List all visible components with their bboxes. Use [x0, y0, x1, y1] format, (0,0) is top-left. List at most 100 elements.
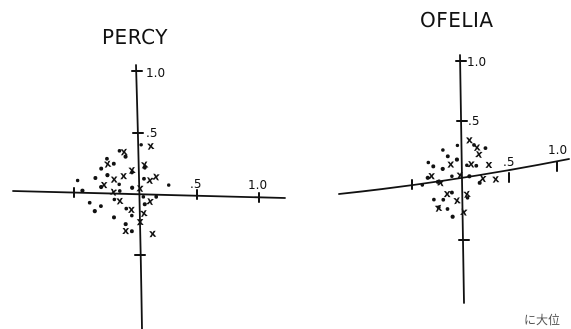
ofelia-x-tick-label-1-0: 1.0 — [548, 143, 567, 157]
percy-dot-point-25 — [129, 229, 134, 234]
percy-dot-point-29 — [139, 143, 143, 147]
ofelia-y-tick-label-0-5: .5 — [468, 114, 479, 128]
percy-x-point-3: x — [128, 163, 137, 177]
ofelia-x-point-8: x — [452, 193, 461, 207]
ofelia-dot-point-10 — [441, 197, 446, 202]
ofelia-dot-point-7 — [454, 157, 459, 162]
percy-dot-point-23 — [105, 156, 109, 161]
ofelia-dot-point-19 — [477, 180, 482, 185]
percy-dot-point-1 — [80, 188, 85, 193]
ofelia-dot-point-16 — [445, 207, 450, 211]
ofelia-x-tick-label-0-5: .5 — [503, 155, 514, 169]
ofelia-dot-point-20 — [441, 148, 445, 152]
ofelia-x-point-12: x — [475, 147, 484, 161]
ofelia-y-axis — [459, 54, 465, 304]
ofelia-x-axis — [338, 158, 570, 195]
percy-x-point-14: x — [136, 215, 144, 228]
ofelia-dot-point-15 — [436, 205, 441, 210]
ofelia-dot-point-4 — [440, 166, 445, 172]
percy-dot-point-27 — [92, 209, 97, 214]
percy-dot-point-8 — [130, 170, 134, 175]
ofelia-dot-point-23 — [483, 146, 488, 151]
percy-dot-point-9 — [142, 165, 147, 170]
ofelia-dot-point-22 — [474, 163, 479, 168]
ofelia-dot-point-2 — [431, 164, 436, 169]
percy-dot-point-21 — [130, 185, 135, 190]
ofelia-x-point-15: x — [459, 205, 468, 219]
percy-dot-point-5 — [111, 161, 116, 166]
percy-x-point-1: x — [109, 185, 118, 199]
percy-dot-point-20 — [118, 189, 122, 193]
ofelia-dot-point-5 — [445, 154, 450, 159]
percy-x-point-11: x — [140, 157, 149, 171]
percy-dot-point-12 — [112, 197, 117, 202]
percy-dot-point-18 — [99, 184, 104, 190]
percy-x-point-10: x — [120, 145, 128, 159]
ofelia-dot-point-18 — [467, 174, 472, 179]
percy-dot-point-11 — [99, 204, 103, 209]
percy-x-tick-label-1-0: 1.0 — [248, 178, 267, 192]
percy-dot-point-26 — [141, 195, 146, 199]
percy-x-point-5: x — [146, 173, 155, 187]
percy-dot-point-10 — [87, 200, 92, 205]
percy-dot-point-28 — [123, 222, 128, 227]
ofelia-x-point-9: x — [462, 187, 471, 201]
ofelia-x-point-6: x — [492, 172, 500, 186]
percy-dot-point-15 — [142, 202, 147, 207]
percy-x-point-12: x — [152, 170, 161, 184]
percy-dot-point-7 — [123, 154, 128, 159]
ofelia-x-point-10: x — [473, 140, 481, 154]
percy-dot-point-19 — [112, 215, 116, 220]
ofelia-x-point-14: x — [466, 133, 474, 146]
ofelia-x-point-2: x — [447, 157, 454, 170]
ofelia-dot-point-21 — [450, 214, 455, 219]
percy-x-point-13: x — [122, 224, 129, 237]
ofelia-y-tick-label-1-0: 1.0 — [467, 55, 486, 69]
ofelia-x-point-3: x — [456, 168, 465, 182]
percy-x-point-15: x — [146, 194, 155, 208]
percy-x-point-6: x — [116, 194, 124, 208]
ofelia-dot-point-17 — [455, 143, 460, 148]
percy-dot-point-0 — [75, 178, 80, 183]
percy-dot-point-6 — [117, 182, 121, 187]
percy-x-point-4: x — [136, 181, 144, 195]
ofelia-x-point-13: x — [485, 158, 492, 171]
percy-x-point-9: x — [103, 157, 112, 171]
ofelia-dot-point-8 — [465, 163, 469, 168]
percy-dot-point-2 — [93, 176, 98, 180]
ofelia-x-point-5: x — [479, 171, 488, 185]
percy-dot-point-17 — [167, 183, 171, 187]
ofelia-x-point-11: x — [434, 201, 443, 215]
percy-x-tick-label-0-5: .5 — [190, 177, 201, 191]
ofelia-dot-point-3 — [435, 179, 440, 184]
ofelia-x-point-0: x — [428, 169, 436, 182]
ofelia-dot-point-14 — [426, 160, 431, 165]
percy-y-tick-label-0-5: .5 — [146, 126, 157, 140]
ofelia-dot-point-11 — [450, 190, 454, 195]
ofelia-x-point-1: x — [436, 175, 445, 189]
ofelia-dot-point-6 — [450, 174, 454, 179]
handwritten-note: に大位 — [524, 312, 560, 327]
ofelia-dot-point-9 — [432, 197, 436, 202]
percy-x-point-17: x — [146, 139, 155, 153]
ofelia-dot-point-0 — [420, 183, 425, 187]
percy-dot-point-13 — [124, 206, 129, 211]
percy-x-point-7: x — [128, 203, 135, 216]
percy-x-point-2: x — [120, 169, 127, 182]
ofelia-dot-point-1 — [425, 175, 430, 180]
percy-dot-point-16 — [154, 195, 159, 199]
percy-x-point-16: x — [111, 173, 118, 186]
ofelia-dot-point-12 — [465, 196, 470, 200]
percy-dot-point-14 — [130, 213, 134, 218]
percy-dot-point-3 — [99, 166, 104, 171]
percy-x-axis — [12, 190, 286, 199]
ofelia-dot-point-13 — [472, 143, 476, 147]
percy-x-point-8: x — [139, 206, 148, 220]
percy-y-axis — [135, 64, 143, 329]
percy-dot-point-22 — [142, 176, 146, 181]
ofelia-x-point-4: x — [467, 157, 475, 171]
percy-y-tick-label-1-0: 1.0 — [146, 66, 165, 80]
